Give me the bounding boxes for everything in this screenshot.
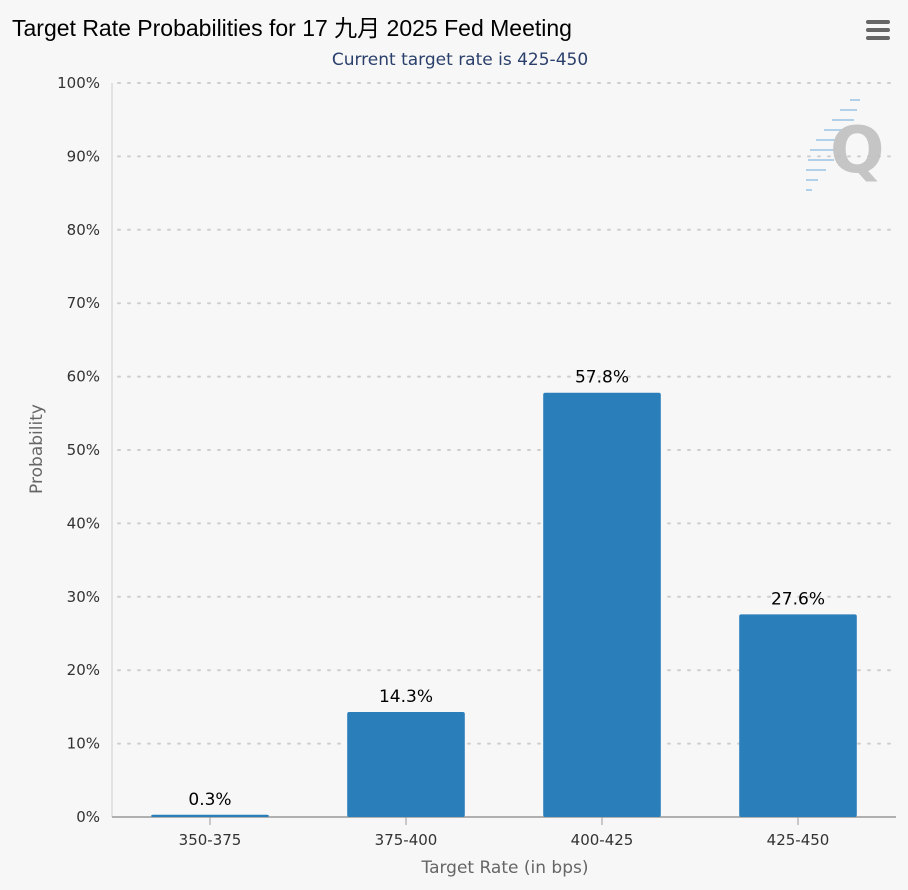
grid-lines bbox=[117, 82, 897, 745]
chart-subtitle: Current target rate is 425-450 bbox=[331, 50, 589, 70]
quikstrike-logo-icon: Q bbox=[806, 99, 884, 191]
chart-title: Target Rate Probabilities for 17 九月 2025… bbox=[12, 15, 572, 41]
y-tick-label: 40% bbox=[67, 514, 100, 532]
x-tick-label: 375-400 bbox=[375, 831, 438, 849]
y-tick-label: 90% bbox=[67, 147, 100, 165]
x-tick-label: 425-450 bbox=[767, 831, 830, 849]
svg-text:Q: Q bbox=[830, 114, 884, 188]
bars bbox=[151, 392, 857, 817]
bar[interactable] bbox=[151, 814, 269, 817]
data-label: 27.6% bbox=[771, 589, 825, 609]
x-axis-title: Target Rate (in bps) bbox=[421, 858, 589, 878]
bar[interactable] bbox=[739, 614, 857, 817]
data-label: 57.8% bbox=[575, 368, 629, 388]
x-tick-label: 350-375 bbox=[179, 831, 242, 849]
y-tick-label: 60% bbox=[67, 368, 100, 386]
data-label: 14.3% bbox=[379, 687, 433, 707]
data-labels: 0.3% 14.3% 57.8% 27.6% bbox=[188, 368, 825, 810]
axes: 0% 10% 20% 30% 40% 50% 60% 70% 80% 90% 100% 350-375… bbox=[57, 74, 896, 849]
y-tick-label: 20% bbox=[67, 661, 100, 679]
y-tick-label: 80% bbox=[67, 221, 100, 239]
y-tick-label: 10% bbox=[67, 735, 100, 753]
data-label: 0.3% bbox=[188, 790, 231, 810]
y-tick-label: 30% bbox=[67, 588, 100, 606]
bar[interactable] bbox=[347, 712, 465, 817]
y-tick-label: 50% bbox=[67, 441, 100, 459]
bar[interactable] bbox=[543, 392, 661, 817]
y-tick-label: 100% bbox=[57, 74, 100, 92]
y-axis-title: Probability bbox=[27, 404, 47, 494]
y-tick-label: 0% bbox=[76, 808, 100, 826]
x-tick-label: 400-425 bbox=[571, 831, 634, 849]
y-tick-label: 70% bbox=[67, 294, 100, 312]
hamburger-menu-icon[interactable] bbox=[864, 17, 892, 43]
